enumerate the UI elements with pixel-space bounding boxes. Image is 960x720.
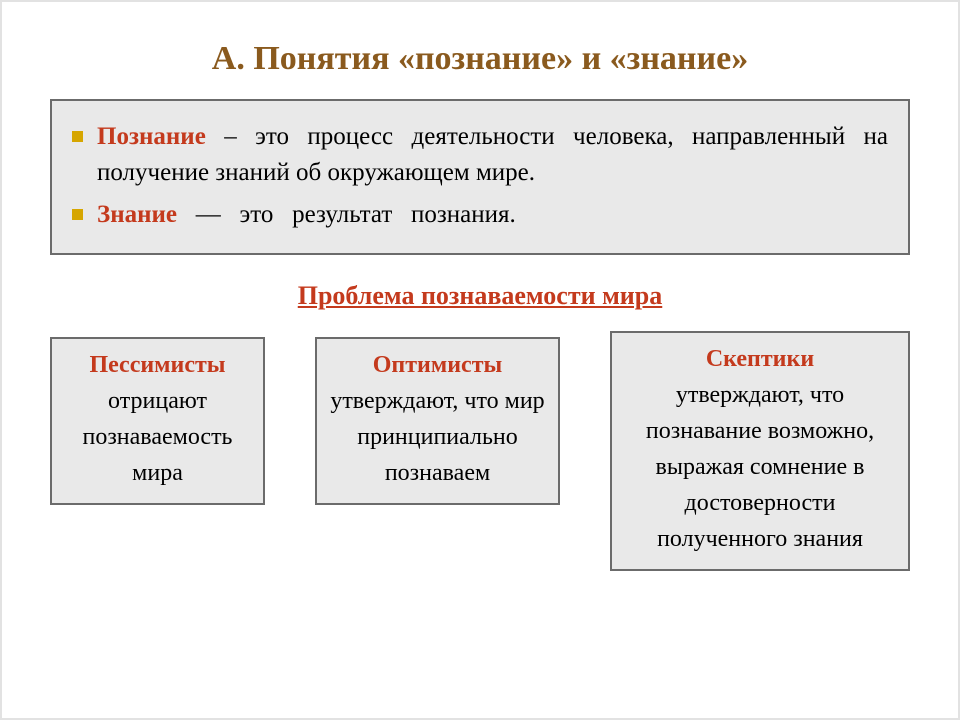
square-bullet-icon xyxy=(72,131,83,142)
section-subtitle: Проблема познаваемости мира xyxy=(40,281,920,311)
definition-text: Знание — это результат познания. xyxy=(97,197,888,233)
definition-body: – это процесс деятельности человека, нап… xyxy=(97,123,888,186)
card-heading: Пессимисты xyxy=(64,347,251,383)
page-title: А. Понятия «познание» и «знание» xyxy=(40,38,920,81)
definitions-box: Познание – это процесс деятельности чело… xyxy=(50,99,910,256)
card-pessimists: Пессимисты отрицают познаваемость мира xyxy=(50,337,265,505)
card-heading: Оптимисты xyxy=(329,347,546,383)
cards-row: Пессимисты отрицают познаваемость мира О… xyxy=(40,337,920,571)
definition-row: Познание – это процесс деятельности чело… xyxy=(72,119,888,192)
card-skeptics: Скептики утверждают, что познавание возм… xyxy=(610,331,910,571)
slide: А. Понятия «познание» и «знание» Познани… xyxy=(0,0,960,720)
term-poznanie: Познание xyxy=(97,123,206,150)
card-optimists: Оптимисты утверждают, что мир принципиал… xyxy=(315,337,560,505)
definition-text: Познание – это процесс деятельности чело… xyxy=(97,119,888,192)
card-body: отрицают познаваемость мира xyxy=(64,383,251,491)
card-body: утверждают, что познавание возможно, выр… xyxy=(624,377,896,557)
term-znanie: Знание xyxy=(97,201,177,228)
definition-row: Знание — это результат познания. xyxy=(72,197,888,233)
definition-body: — это результат познания. xyxy=(177,201,516,228)
card-body: утверждают, что мир принципиально познав… xyxy=(329,383,546,491)
square-bullet-icon xyxy=(72,209,83,220)
card-heading: Скептики xyxy=(624,341,896,377)
